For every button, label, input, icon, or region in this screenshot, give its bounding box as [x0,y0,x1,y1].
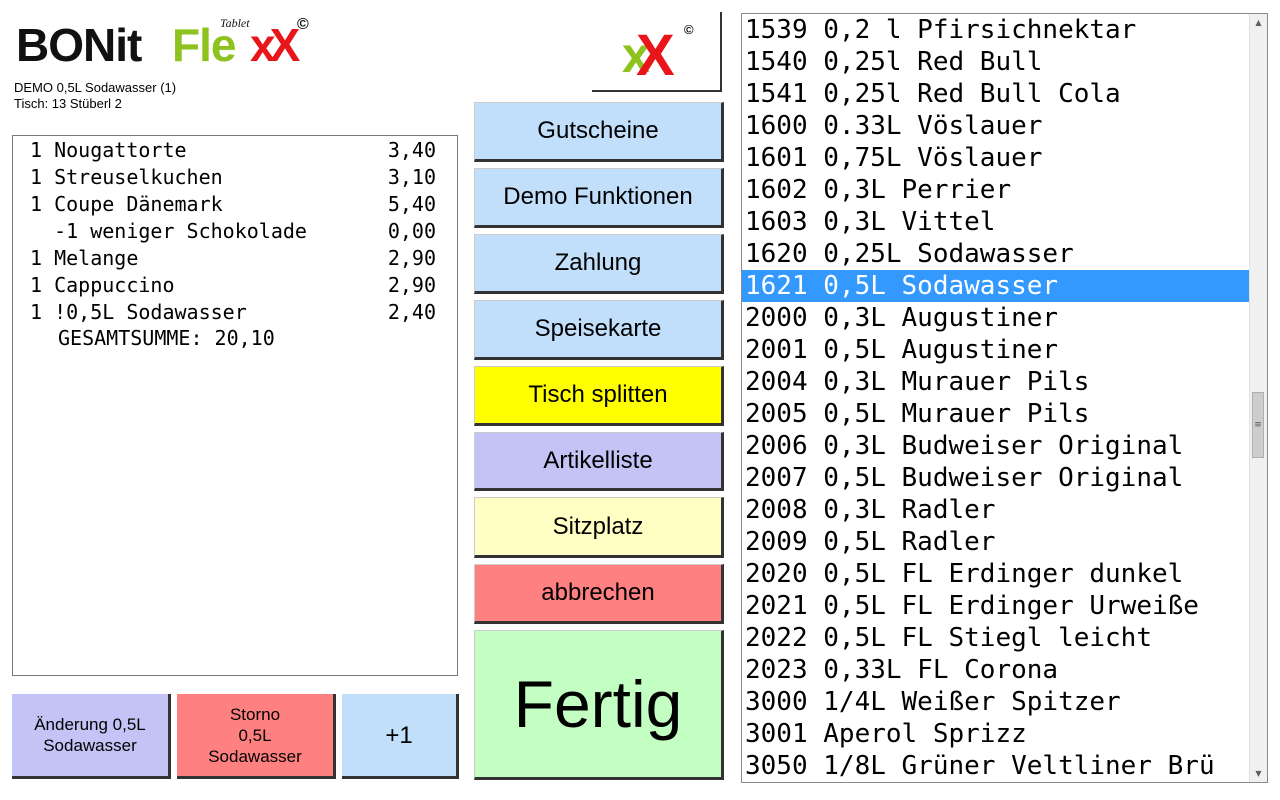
article-item-selected[interactable]: 1621 0,5L Sodawasser [742,270,1250,302]
xx-logo-copyright: © [684,22,694,37]
receipt-item-price: 3,40 [387,138,436,162]
xx-logo-box: x X © [592,12,722,92]
article-item[interactable]: 2000 0,3L Augustiner [745,303,1059,333]
storno-button[interactable]: Storno 0,5L Sodawasser [177,694,336,779]
receipt-row[interactable]: 1 !0,5L Sodawasser 2,40 [30,300,448,327]
logo-tablet-text: Tablet [220,16,250,30]
receipt-row[interactable]: -1 weniger Schokolade 0,00 [30,219,448,246]
scroll-down-arrow-icon[interactable]: ▼ [1255,769,1262,778]
logo-xx-text: xX [250,19,300,71]
receipt-item-price: 3,10 [387,165,436,189]
receipt-item-desc: 1 Nougattorte [30,138,187,162]
sitzplatz-button[interactable]: Sitzplatz [474,497,724,558]
article-item[interactable]: 1620 0,25L Sodawasser [745,239,1074,269]
receipt-total: GESAMTSUMME: 20,10 [58,326,275,350]
article-item[interactable]: 1601 0,75L Vöslauer [745,143,1043,173]
article-item[interactable]: 1602 0,3L Perrier [745,175,1012,205]
article-item[interactable]: 3000 1/4L Weißer Spitzer [745,687,1121,717]
article-item[interactable]: 2007 0,5L Budweiser Original [745,463,1184,493]
receipt-item-desc: -1 weniger Schokolade [30,219,307,243]
logo-copyright: © [297,16,309,33]
bonit-flexx-logo: BONit Fle Tablet xX © [16,14,316,74]
article-item[interactable]: 1541 0,25l Red Bull Cola [745,79,1121,109]
receipt-item-price: 0,00 [387,219,436,243]
tisch-splitten-button[interactable]: Tisch splitten [474,366,724,426]
receipt-item-price: 5,40 [387,192,436,216]
article-item[interactable]: 2009 0,5L Radler [745,527,996,557]
article-item[interactable]: 2020 0,5L FL Erdinger dunkel [745,559,1184,589]
selected-item-info: DEMO 0,5L Sodawasser (1) [14,80,177,95]
article-item[interactable]: 3050 1/8L Grüner Veltliner Brü [745,751,1215,781]
table-info: Tisch: 13 Stüberl 2 [14,96,122,111]
receipt-item-desc: 1 Melange [30,246,139,270]
scrollbar-thumb[interactable]: ≡ [1252,392,1264,458]
aenderung-button[interactable]: Änderung 0,5L Sodawasser [12,694,171,779]
receipt-row[interactable]: 1 Streuselkuchen 3,10 [30,165,448,192]
plus-one-button[interactable]: +1 [342,694,459,779]
article-item[interactable]: 2005 0,5L Murauer Pils [745,399,1090,429]
receipt-row[interactable]: 1 Cappuccino 2,90 [30,273,448,300]
article-item[interactable]: 2021 0,5L FL Erdinger Urweiße [745,591,1199,621]
article-item[interactable]: 3001 Aperol Sprizz [745,719,1027,749]
receipt-item-price: 2,90 [387,273,436,297]
logo-flex-text: Fle [172,19,236,71]
scrollbar-grip-icon: ≡ [1254,420,1262,430]
receipt-row[interactable]: 1 Melange 2,90 [30,246,448,273]
zahlung-button[interactable]: Zahlung [474,234,724,294]
abbrechen-button[interactable]: abbrechen [474,564,724,624]
receipt-item-desc: 1 Coupe Dänemark [30,192,223,216]
receipt-item-desc: 1 Streuselkuchen [30,165,223,189]
fertig-button[interactable]: Fertig [474,630,724,780]
article-item[interactable]: 1540 0,25l Red Bull [745,47,1043,77]
logo-bonit-text: BONit [16,19,142,71]
article-item[interactable]: 1600 0.33L Vöslauer [745,111,1043,141]
receipt-item-desc: 1 Cappuccino [30,273,175,297]
scroll-up-arrow-icon[interactable]: ▲ [1255,18,1262,27]
article-item[interactable]: 2001 0,5L Augustiner [745,335,1059,365]
article-item[interactable]: 2008 0,3L Radler [745,495,996,525]
article-item[interactable]: 1603 0,3L Vittel [745,207,996,237]
receipt-item-desc: 1 !0,5L Sodawasser [30,300,247,324]
article-list-scrollbar[interactable]: ▲ ≡ ▼ [1249,14,1267,782]
xx-logo-red-x: X [636,23,675,88]
demo-funktionen-button[interactable]: Demo Funktionen [474,168,724,228]
speisekarte-button[interactable]: Speisekarte [474,300,724,360]
receipt-row[interactable]: 1 Nougattorte 3,40 [30,138,448,165]
article-item[interactable]: 2006 0,3L Budweiser Original [745,431,1184,461]
receipt-panel: 1 Nougattorte 3,40 1 Streuselkuchen 3,10… [12,135,458,676]
artikelliste-button[interactable]: Artikelliste [474,432,724,491]
xx-logo-green-x: x [622,27,650,83]
receipt-item-price: 2,90 [387,246,436,270]
gutscheine-button[interactable]: Gutscheine [474,102,724,162]
article-item[interactable]: 1539 0,2 l Pfirsichnektar [745,15,1137,45]
article-item[interactable]: 2023 0,33L FL Corona [745,655,1059,685]
receipt-row[interactable]: 1 Coupe Dänemark 5,40 [30,192,448,219]
article-item[interactable]: 2022 0,5L FL Stiegl leicht [745,623,1152,653]
receipt-item-price: 2,40 [387,300,436,324]
article-item[interactable]: 2004 0,3L Murauer Pils [745,367,1090,397]
article-list[interactable]: 1539 0,2 l Pfirsichnektar 1540 0,25l Red… [741,13,1268,783]
